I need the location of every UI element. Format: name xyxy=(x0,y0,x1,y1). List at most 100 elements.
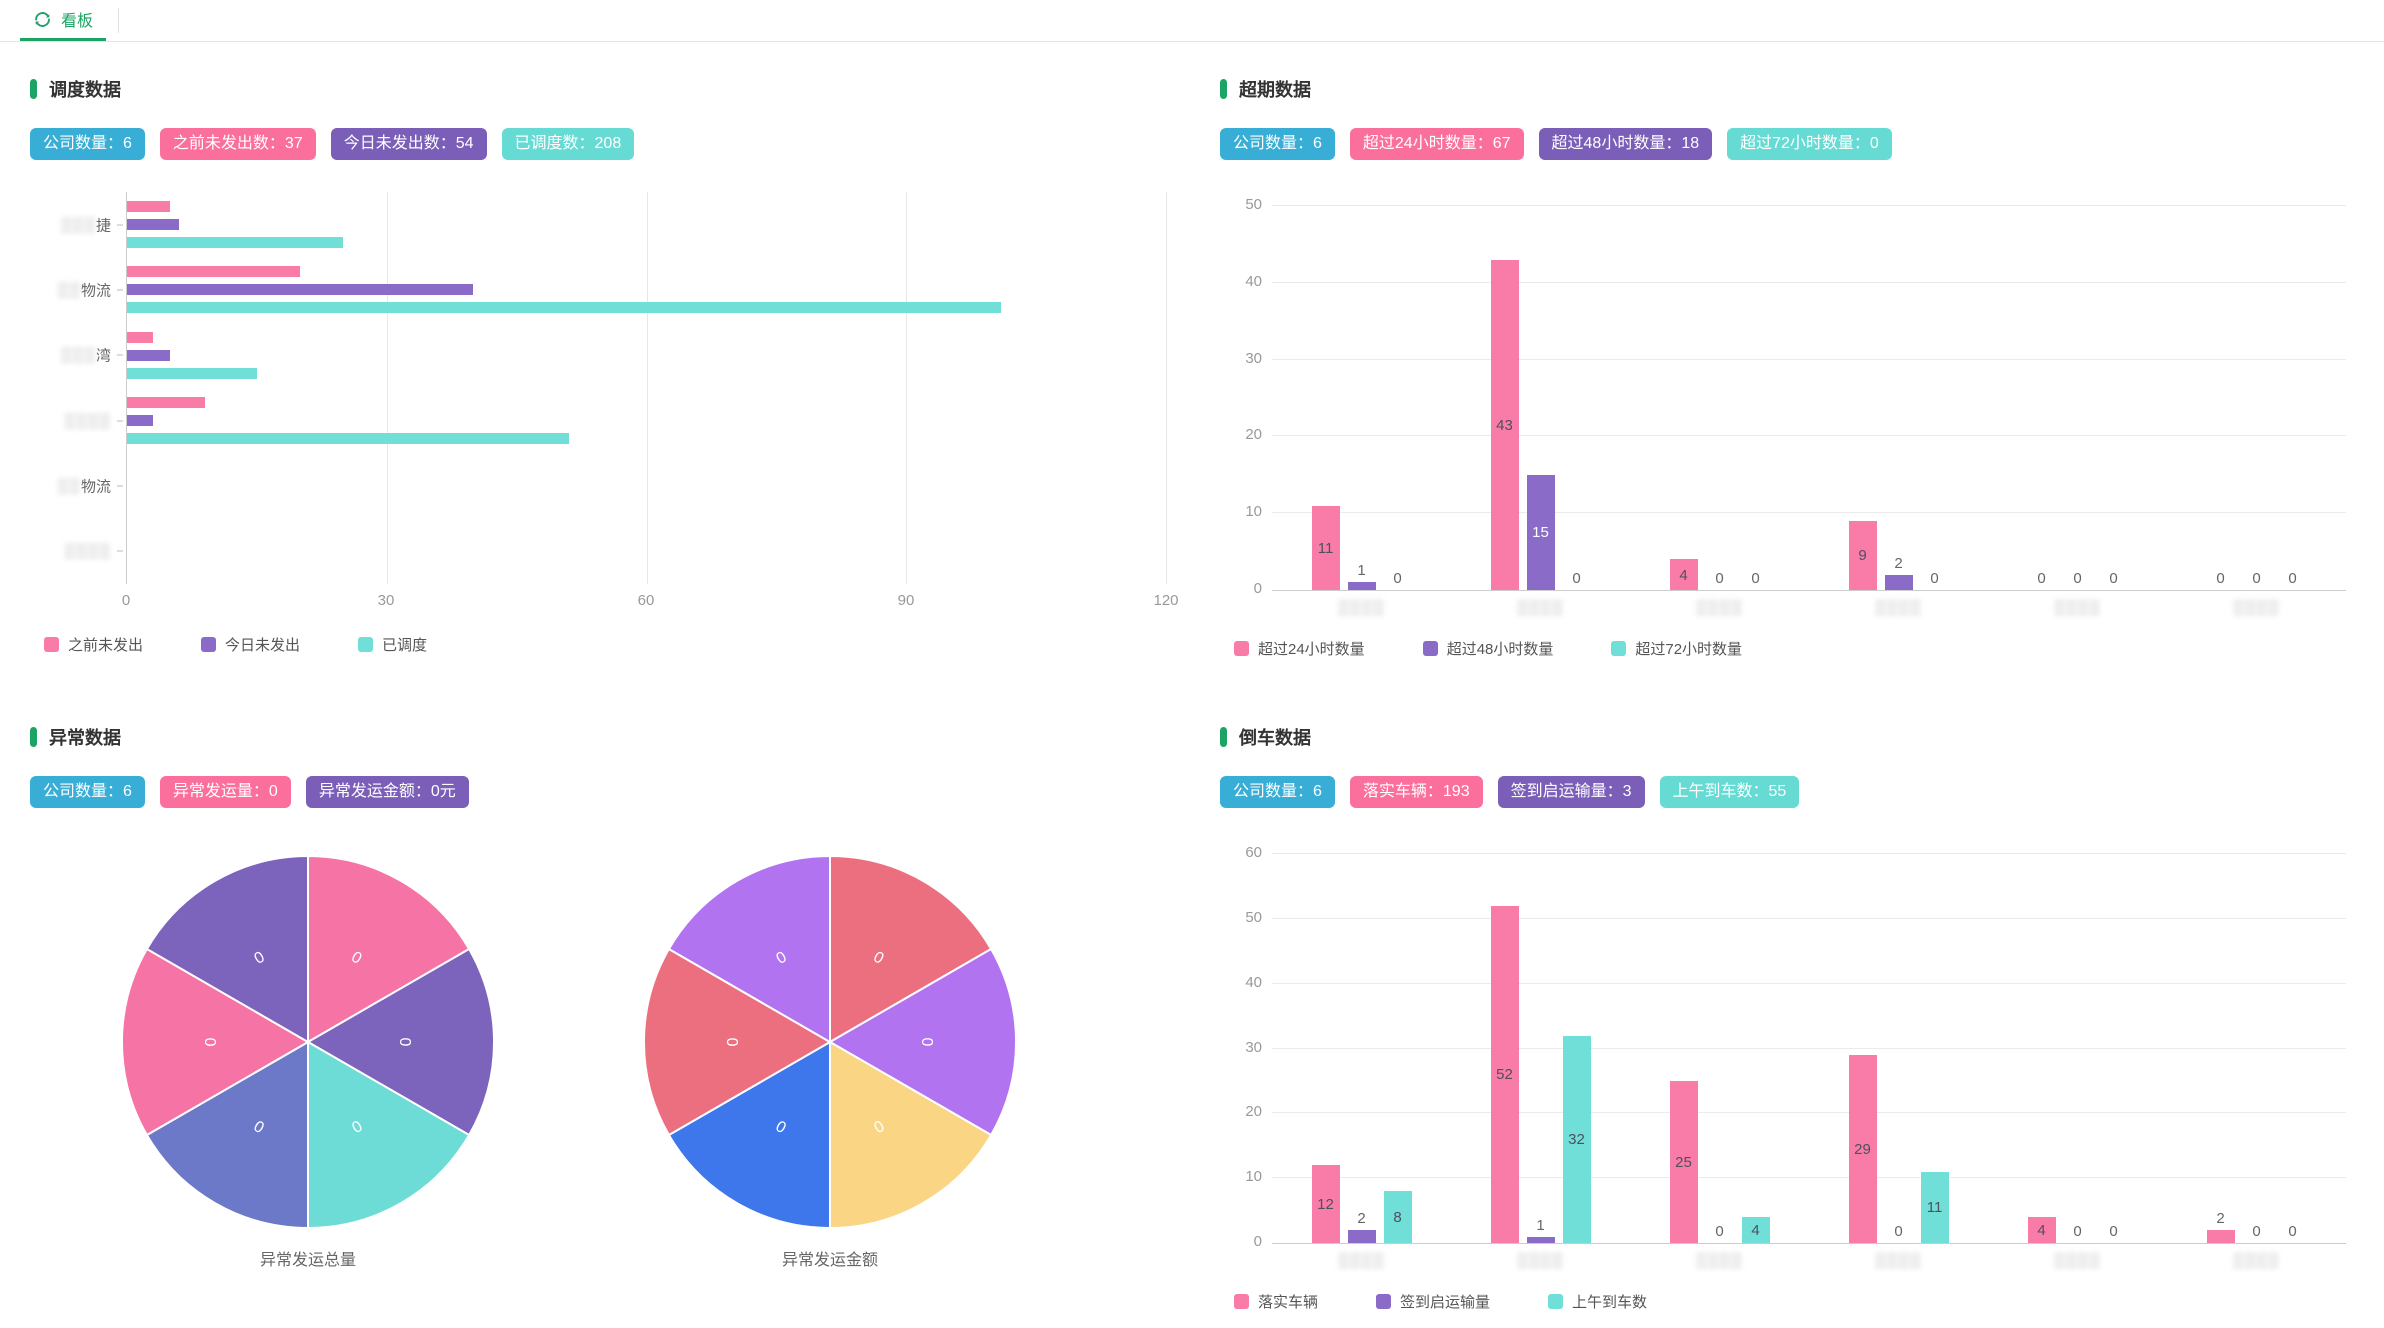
bar-上午到车数 xyxy=(1383,1191,1412,1243)
category-label: ▒▒ 物流 xyxy=(58,279,127,300)
value-label: 52 xyxy=(1496,1066,1513,1084)
bar-slot: 0 xyxy=(2100,206,2128,590)
category-label-text: 湾 xyxy=(95,347,111,365)
value-label: 4 xyxy=(2037,1222,2046,1240)
badge-abnormal-amount: 异常发运金额：0元 xyxy=(305,776,469,808)
grid-line: 40 xyxy=(1245,974,2346,991)
axis-tick xyxy=(117,550,123,552)
category-label-text: 物流 xyxy=(80,282,111,300)
vbar-plot-area: 0 10 20 30 40 50 11 1 0 43 15 0 4 0 0 9 2 0 0 0 0 0 0 0 xyxy=(1245,196,2346,597)
grid-line: 30 xyxy=(1245,350,2346,367)
axis-tick-label: 20 xyxy=(1245,426,1262,444)
legend-label: 超过72小时数量 xyxy=(1635,641,1743,658)
bar-已调度 xyxy=(127,367,257,379)
legend-swatch xyxy=(1376,1294,1392,1309)
bar-slot: 52 xyxy=(1490,854,1519,1243)
masked-text: ▒▒▒▒ xyxy=(1338,1252,1385,1269)
legend-item[interactable]: 签到启运输量 xyxy=(1376,1291,1490,1312)
value-label: 4 xyxy=(1679,566,1688,584)
category-label: ▒▒▒▒ xyxy=(1272,1252,1451,1269)
axis-tick-label: 0 xyxy=(1253,1233,1262,1250)
category-label: ▒▒▒▒ xyxy=(1451,1252,1630,1269)
category-label: ▒▒▒▒ xyxy=(64,412,127,429)
axis-tick-label: 40 xyxy=(1245,973,1262,991)
legend-item[interactable]: 超过24小时数量 xyxy=(1234,638,1365,659)
legend-item[interactable]: 今日未发出 xyxy=(201,634,300,655)
bar-slot: 0 xyxy=(2243,854,2271,1243)
category-axis: ▒▒▒▒ ▒▒▒▒ ▒▒▒▒ ▒▒▒▒ ▒▒▒▒ ▒▒▒▒ xyxy=(1272,599,2346,616)
bar-slot: 0 xyxy=(2064,854,2092,1243)
category-row: ▒▒▒ 捷 xyxy=(61,192,1166,257)
masked-text: ▒▒▒▒ xyxy=(64,412,111,430)
legend-label: 上午到车数 xyxy=(1572,1294,1648,1311)
legend-item[interactable]: 超过48小时数量 xyxy=(1422,638,1553,659)
refresh-icon[interactable] xyxy=(33,10,52,29)
pie-slice-label: 0 xyxy=(396,1038,413,1047)
abnormal-pie-charts: 0 0 0 0 0 0 异常发运总量 0 0 0 0 0 0 异常发运金额 xyxy=(30,852,1180,1270)
axis-tick-label: 90 xyxy=(897,592,915,609)
axis-tick-label: 30 xyxy=(1245,349,1262,367)
bar-slot: 1 xyxy=(1526,854,1555,1243)
badge-over-48h: 超过48小时数量：18 xyxy=(1538,128,1713,160)
legend-item[interactable]: 超过72小时数量 xyxy=(1611,638,1742,659)
badge-row-dispatch: 公司数量：6 之前未发出数：37 今日未发出数：54 已调度数：208 xyxy=(30,128,1180,160)
category-label: ▒▒▒▒ xyxy=(1809,1252,1988,1269)
legend-label: 落实车辆 xyxy=(1258,1294,1319,1311)
section-title-dispatch: 调度数据 xyxy=(49,80,121,100)
grid-line: 50 xyxy=(1245,909,2346,926)
legend-label: 之前未发出 xyxy=(68,637,144,654)
dashboard-grid: 调度数据 公司数量：6 之前未发出数：37 今日未发出数：54 已调度数：208 ▒▒… xyxy=(0,42,2384,1312)
legend-item[interactable]: 上午到车数 xyxy=(1548,1291,1647,1312)
bar-落实车辆 xyxy=(1490,905,1519,1243)
bar-上午到车数 xyxy=(1562,1035,1591,1243)
bar-group: 4 0 0 xyxy=(1630,206,1809,590)
bar-slot: 11 xyxy=(1920,854,1949,1243)
pie-figure-1: 0 0 0 0 0 0 异常发运总量 xyxy=(118,852,498,1270)
bar-slot: 0 xyxy=(2064,206,2092,590)
tab-label: 看板 xyxy=(61,13,94,30)
bar-slot: 4 xyxy=(1741,854,1770,1243)
value-label: 0 xyxy=(2252,570,2261,587)
legend: 超过24小时数量 超过48小时数量 超过72小时数量 xyxy=(1234,638,2360,659)
bar-group: 9 2 0 xyxy=(1809,206,1988,590)
section-header-reverse: 倒车数据 xyxy=(1220,724,2360,750)
bar-签到启运输量 xyxy=(1526,1236,1555,1243)
axis-tick-label: 30 xyxy=(377,592,395,609)
bar-group: 0 0 0 xyxy=(2167,206,2346,590)
badge-company-count: 公司数量：6 xyxy=(30,128,145,160)
bar-slot: 25 xyxy=(1669,854,1698,1243)
tab-kanban[interactable]: 看板 xyxy=(20,0,107,41)
bar-slot: 9 xyxy=(1848,206,1877,590)
bar-之前未发出 xyxy=(127,397,205,409)
bar-slot: 0 xyxy=(1706,206,1734,590)
axis-tick-label: 10 xyxy=(1245,503,1262,521)
category-label: ▒▒▒▒ xyxy=(1451,599,1630,616)
masked-text: ▒▒▒▒ xyxy=(2233,599,2280,616)
category-row: ▒▒ 物流 xyxy=(58,257,1166,322)
bar-slot: 29 xyxy=(1848,854,1877,1243)
badge-confirmed-vehicles: 落实车辆：193 xyxy=(1349,776,1483,808)
category-row: ▒▒▒ 湾 xyxy=(61,323,1166,388)
legend-item[interactable]: 落实车辆 xyxy=(1234,1291,1318,1312)
pie-caption: 异常发运金额 xyxy=(781,1252,878,1269)
axis-tick-label: 0 xyxy=(1253,580,1262,597)
value-label: 0 xyxy=(2109,1223,2118,1240)
value-label: 0 xyxy=(1894,1223,1903,1240)
bar-超过24小时数量 xyxy=(1848,520,1877,590)
bar-slot: 11 xyxy=(1311,206,1340,590)
axis-tick-label: 30 xyxy=(1245,1038,1262,1056)
legend-item[interactable]: 已调度 xyxy=(358,634,427,655)
grid-line xyxy=(1166,192,1167,584)
bar-slot: 0 xyxy=(2028,206,2056,590)
bar-slot: 8 xyxy=(1383,854,1412,1243)
category-label-text: 捷 xyxy=(95,217,111,235)
axis-tick-label: 50 xyxy=(1245,196,1262,213)
legend-swatch xyxy=(358,637,374,652)
section-header-dispatch: 调度数据 xyxy=(30,76,1180,102)
grid-line: 0 xyxy=(1254,1233,2346,1250)
legend-item[interactable]: 之前未发出 xyxy=(44,634,143,655)
bar-落实车辆 xyxy=(1669,1080,1698,1243)
masked-text: ▒▒▒▒ xyxy=(1517,599,1564,616)
value-label: 0 xyxy=(1751,570,1760,587)
